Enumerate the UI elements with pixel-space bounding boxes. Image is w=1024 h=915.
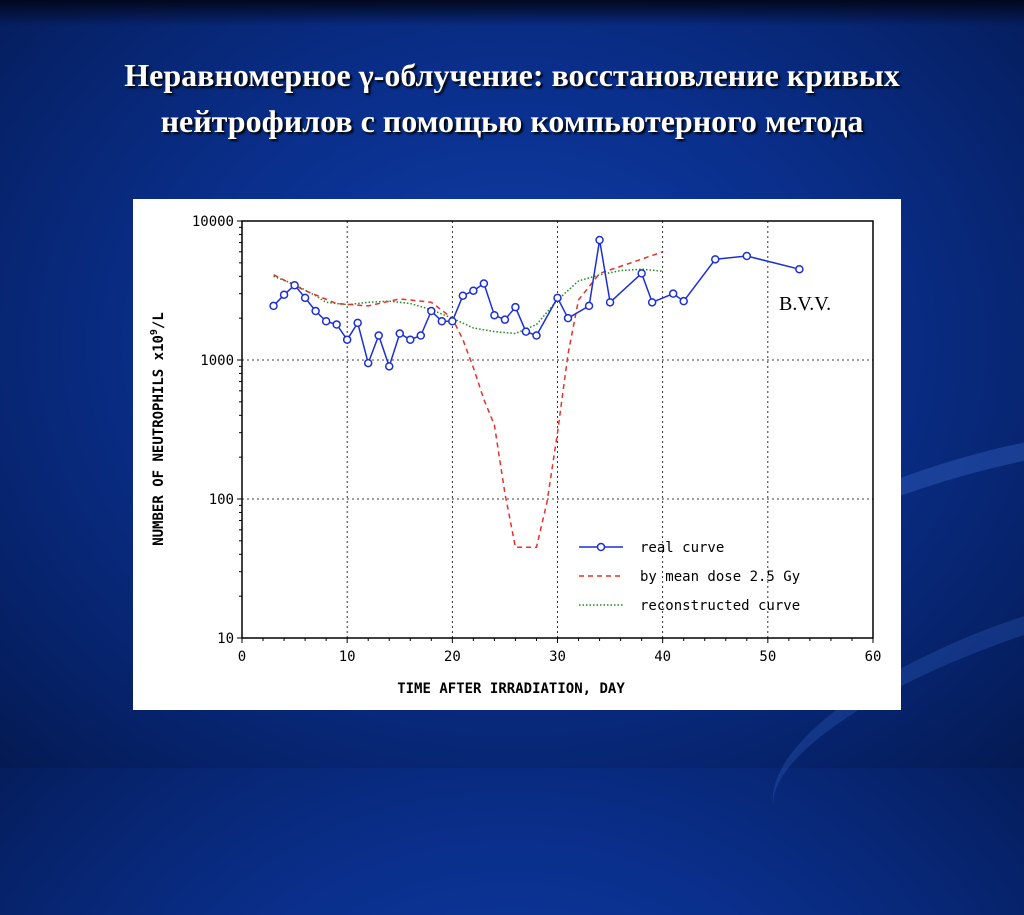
chart-panel: 0 10 20 30 40 50 60 10 100 1000 10000 TIME AFTER … — [133, 199, 901, 710]
data-point-real-curve — [311, 306, 320, 316]
data-point-real-curve — [332, 320, 341, 329]
data-point-real-curve — [563, 313, 573, 323]
slide-title: Неравномерное γ-облучение: восстановлени… — [20, 52, 1004, 144]
legend-dose-label: by mean dose 2.5 Gy — [640, 569, 800, 585]
data-point-real-curve — [406, 335, 415, 344]
y-axis-label: NUMBER OF NEUTROPHILS x109/L — [149, 312, 167, 546]
legend-real-label: real curve — [640, 540, 724, 556]
chart-grid — [242, 221, 873, 638]
data-point-real-curve — [469, 286, 478, 295]
data-point-real-curve — [384, 362, 394, 371]
y-tick-label: 1000 — [200, 353, 234, 369]
data-point-real-curve — [279, 290, 289, 299]
data-point-real-curve — [490, 310, 499, 320]
slide-title-line-2: нейтрофилов с помощью компьютерного мето… — [160, 103, 864, 139]
data-point-real-curve — [647, 298, 657, 307]
x-tick-label: 20 — [444, 649, 461, 665]
x-tick-label: 40 — [654, 649, 671, 665]
data-point-real-curve — [479, 279, 489, 288]
y-axis-label-exponent: 9 — [149, 329, 160, 335]
data-point-real-curve — [416, 331, 426, 340]
data-point-real-curve — [668, 289, 678, 298]
data-point-real-curve — [353, 318, 362, 328]
data-point-real-curve — [395, 329, 404, 338]
series-layer — [269, 235, 804, 548]
x-tick-label: 50 — [759, 649, 776, 665]
top-dark-band — [0, 0, 1024, 26]
slide-title-line-1: Неравномерное γ-облучение: восстановлени… — [124, 57, 900, 93]
series-line-by-mean-dose-2-5-gy — [273, 251, 663, 548]
data-point-real-curve — [321, 317, 331, 326]
legend-reconstructed-label: reconstructed curve — [640, 598, 800, 614]
series-line-reconstructed-curve — [273, 268, 663, 335]
data-point-real-curve — [342, 335, 352, 344]
x-tick-label: 10 — [339, 649, 356, 665]
y-axis-ticks: 10 100 1000 10000 — [192, 214, 242, 647]
data-point-real-curve — [795, 264, 804, 274]
legend-real-marker — [596, 542, 606, 552]
data-point-real-curve — [521, 327, 531, 336]
data-point-real-curve — [300, 293, 310, 303]
y-tick-label: 10000 — [192, 214, 234, 230]
x-axis-label: TIME AFTER IRRADIATION, DAY — [397, 681, 625, 697]
x-tick-label: 60 — [865, 649, 882, 665]
data-point-real-curve — [742, 251, 752, 261]
x-axis-ticks: 0 10 20 30 40 50 60 — [238, 638, 882, 665]
y-tick-label: 10 — [217, 631, 234, 647]
data-point-real-curve — [269, 301, 278, 311]
data-point-real-curve — [427, 306, 436, 316]
data-point-real-curve — [679, 296, 688, 306]
data-point-real-curve — [500, 315, 510, 324]
patient-annotation: B.V.V. — [779, 293, 831, 315]
data-point-real-curve — [584, 301, 594, 311]
y-axis-label-unit: /L — [151, 312, 167, 329]
data-point-real-curve — [290, 280, 299, 290]
y-axis-label-main: NUMBER OF NEUTROPHILS x10 — [151, 335, 167, 546]
series-line-real-curve — [273, 239, 800, 368]
data-point-real-curve — [458, 291, 468, 300]
data-point-real-curve — [448, 317, 457, 326]
data-point-real-curve — [363, 358, 373, 368]
data-point-real-curve — [553, 293, 562, 303]
data-point-real-curve — [637, 269, 646, 278]
data-point-real-curve — [374, 331, 383, 340]
data-point-real-curve — [711, 255, 720, 264]
data-point-real-curve — [605, 298, 615, 307]
legend: real curve by mean dose 2.5 Gy reconstru… — [579, 540, 800, 614]
x-tick-label: 30 — [549, 649, 566, 665]
data-point-real-curve — [511, 302, 520, 312]
data-point-real-curve — [437, 317, 447, 326]
y-tick-label: 100 — [209, 492, 234, 508]
x-tick-label: 0 — [238, 649, 246, 665]
data-point-real-curve — [532, 331, 541, 340]
data-point-real-curve — [595, 235, 604, 245]
